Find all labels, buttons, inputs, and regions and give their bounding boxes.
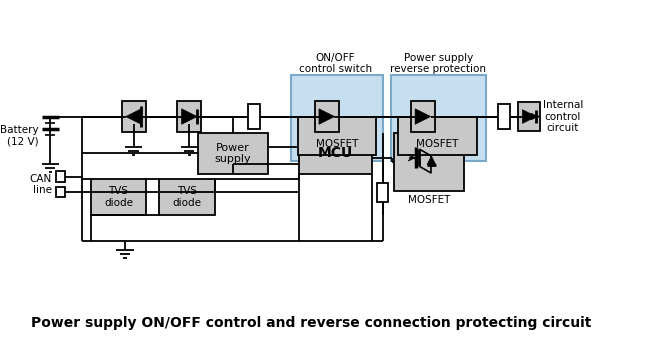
Text: MCU: MCU [318, 147, 353, 160]
Bar [391, 75, 486, 161]
Text: ON/OFF
control switch: ON/OFF control switch [298, 52, 372, 74]
Polygon shape [182, 109, 197, 124]
Bar [298, 117, 377, 155]
Polygon shape [523, 110, 536, 123]
Bar [315, 101, 339, 132]
Text: TVS
diode: TVS diode [172, 186, 202, 208]
Text: MOSFET: MOSFET [416, 139, 459, 149]
Text: MOSFET: MOSFET [408, 195, 450, 205]
Bar [299, 133, 372, 174]
Text: MOSFET: MOSFET [316, 139, 358, 149]
Polygon shape [126, 109, 141, 124]
Bar [398, 117, 477, 155]
Bar [198, 133, 268, 174]
Bar [177, 101, 202, 132]
Text: Internal
control
circuit: Internal control circuit [543, 100, 583, 133]
Bar [121, 101, 145, 132]
Bar [90, 179, 147, 215]
Polygon shape [415, 109, 431, 124]
Text: CAN
line: CAN line [30, 174, 52, 195]
Bar [247, 104, 260, 130]
Text: TVS
diode: TVS diode [104, 186, 133, 208]
Polygon shape [427, 156, 435, 165]
Text: Power supply
reverse protection: Power supply reverse protection [390, 52, 486, 74]
Bar [518, 102, 541, 131]
Bar [411, 101, 435, 132]
Bar [499, 104, 510, 130]
Text: Power supply ON/OFF control and reverse connection protecting circuit: Power supply ON/OFF control and reverse … [30, 316, 591, 330]
Bar [393, 133, 464, 191]
Bar [377, 183, 388, 201]
Polygon shape [319, 109, 335, 124]
Text: Power
supply: Power supply [215, 143, 251, 164]
Bar [56, 187, 65, 197]
Bar [291, 75, 382, 161]
Bar [160, 179, 215, 215]
Text: Battery
(12 V): Battery (12 V) [0, 125, 38, 146]
Bar [56, 171, 65, 182]
